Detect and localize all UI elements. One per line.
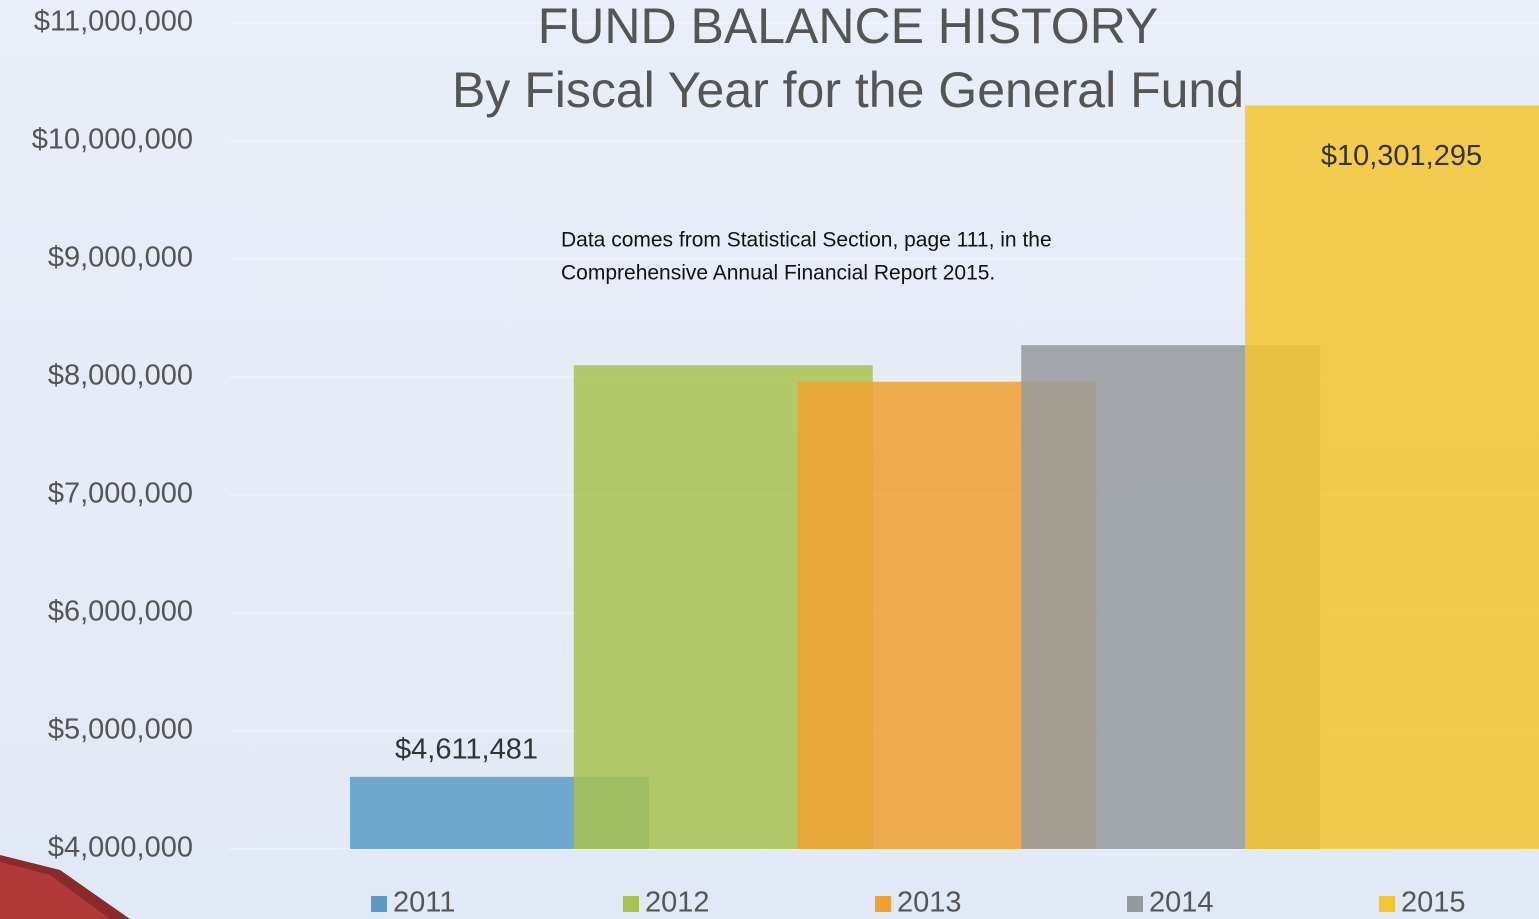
legend-swatch [875, 896, 891, 912]
legend-swatch [1379, 896, 1395, 912]
page: FUND BALANCE HISTORY By Fiscal Year for … [0, 0, 1539, 919]
legend-label: 2013 [897, 887, 962, 919]
y-tick-label: $5,000,000 [48, 714, 193, 746]
y-tick-label: $4,000,000 [48, 832, 193, 864]
y-tick-label: $9,000,000 [48, 242, 193, 274]
chart: FUND BALANCE HISTORY By Fiscal Year for … [0, 0, 1539, 919]
legend-swatch [371, 896, 387, 912]
y-tick-label: $6,000,000 [48, 596, 193, 628]
y-tick-label: $8,000,000 [48, 360, 193, 392]
chart-subtitle: By Fiscal Year for the General Fund [452, 62, 1244, 118]
legend-label: 2014 [1149, 887, 1214, 919]
legend-swatch [623, 896, 639, 912]
legend-swatch [1127, 896, 1143, 912]
annotation: Data comes from Statistical Section, pag… [561, 229, 1052, 252]
chart-title: FUND BALANCE HISTORY [538, 0, 1159, 54]
legend-label: 2011 [393, 887, 455, 919]
value-label: $10,301,295 [1321, 140, 1482, 172]
annotation: Comprehensive Annual Financial Report 20… [561, 262, 995, 285]
y-tick-label: $7,000,000 [48, 478, 193, 510]
legend-label: 2012 [645, 887, 710, 919]
bar [1245, 105, 1539, 849]
legend-label: 2015 [1401, 887, 1466, 919]
y-tick-label: $11,000,000 [34, 6, 193, 38]
value-label: $4,611,481 [395, 734, 538, 766]
y-tick-label: $10,000,000 [32, 124, 193, 156]
